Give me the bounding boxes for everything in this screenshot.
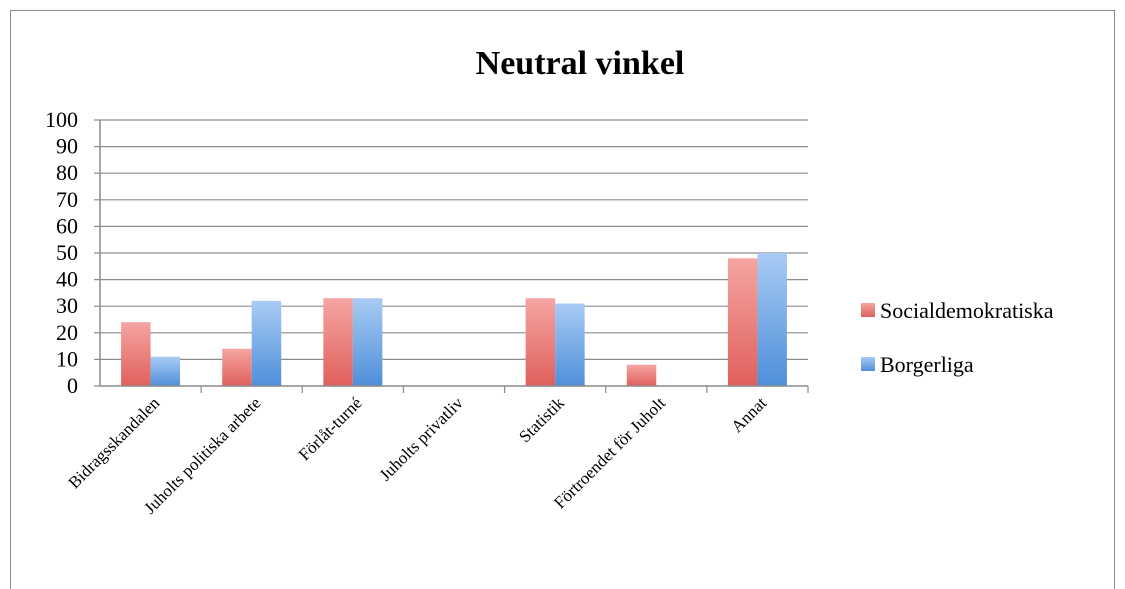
bar-borgerliga [352,298,383,386]
x-category-label: Statistik [515,393,568,446]
bar-borgerliga [150,356,181,386]
bar-borgerliga [555,303,585,386]
x-category-label: Juholts politiska arbete [140,393,264,517]
y-tick-label: 20 [56,320,78,345]
legend-swatch [861,357,875,371]
bar-socialdemokratiska [222,348,252,386]
bar-borgerliga [757,253,787,386]
legend-item: Borgerliga [861,352,974,377]
bar-socialdemokratiska [727,258,758,386]
legend-swatch [861,303,875,317]
bar-socialdemokratiska [323,298,353,386]
chart-frame [10,10,1115,589]
x-category-label: Förlåt-turné [295,393,366,464]
legend-item: Socialdemokratiska [861,298,1054,323]
chart-title: Neutral vinkel [476,45,685,82]
y-tick-label: 10 [56,346,78,371]
bar-socialdemokratiska [626,364,657,386]
y-tick-label: 30 [56,293,78,318]
bar-borgerliga [251,300,282,386]
x-category-label: Förtroendet för Juholt [550,393,669,512]
y-tick-label: 70 [56,187,78,212]
legend-label: Socialdemokratiska [880,298,1054,323]
x-category-label: Bidragsskandalen [65,393,164,492]
y-tick-label: 0 [67,373,78,398]
x-category-label: Annat [727,393,770,436]
x-category-label: Juholts privatliv [376,393,468,485]
y-tick-label: 60 [56,213,78,238]
legend-label: Borgerliga [880,352,974,377]
bar-socialdemokratiska [121,322,151,386]
y-tick-label: 50 [56,240,78,265]
y-tick-label: 90 [56,134,78,159]
bar-socialdemokratiska [525,298,556,386]
y-tick-label: 100 [45,107,78,132]
y-tick-label: 80 [56,160,78,185]
y-tick-label: 40 [56,267,78,292]
